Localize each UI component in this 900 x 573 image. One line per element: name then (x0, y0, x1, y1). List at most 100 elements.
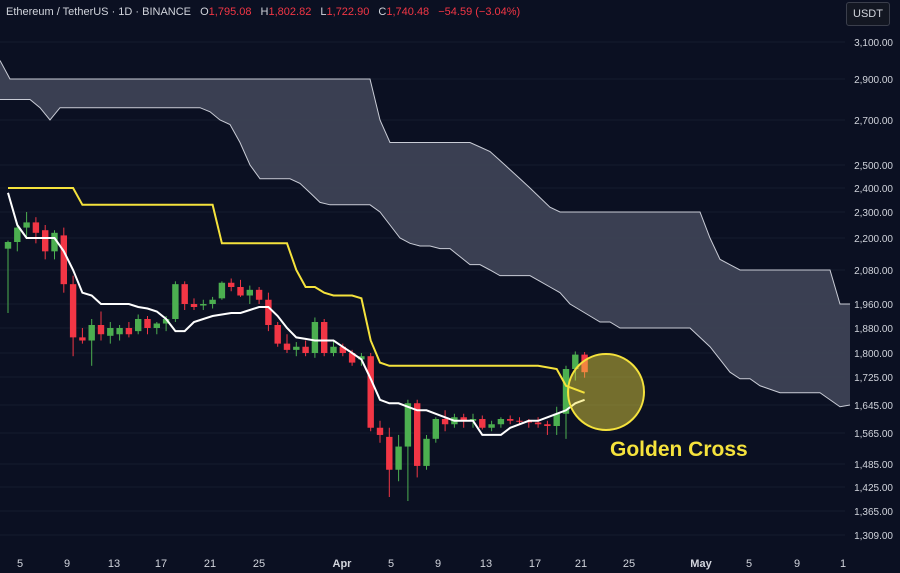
candle-body (255, 289, 263, 300)
candle-body (414, 403, 421, 466)
candle[interactable] (200, 299, 207, 310)
candle[interactable] (330, 340, 337, 357)
candle-body (488, 424, 495, 428)
candle[interactable] (246, 285, 253, 304)
candle-body (404, 403, 412, 447)
candle[interactable] (4, 240, 12, 313)
candle-body (432, 419, 439, 439)
candle[interactable] (51, 230, 58, 260)
candle[interactable] (190, 298, 198, 310)
candle[interactable] (69, 275, 77, 357)
y-tick-label: 2,900.00 (854, 75, 893, 86)
low-value: 1,722.90 (326, 6, 370, 18)
candle[interactable] (209, 296, 216, 309)
candle-body (525, 421, 532, 423)
candle[interactable] (255, 287, 263, 304)
close-label: C (378, 6, 387, 18)
candle[interactable] (79, 328, 86, 344)
candle-body (200, 304, 207, 306)
candle[interactable] (237, 279, 244, 297)
candle[interactable] (395, 434, 402, 482)
candle[interactable] (228, 278, 235, 292)
candle[interactable] (321, 319, 328, 357)
candle[interactable] (97, 311, 105, 341)
chart-grid (0, 41, 845, 536)
candle[interactable] (88, 319, 95, 366)
candle[interactable] (507, 415, 514, 425)
symbol-header: Ethereum / TetherUS · 1D · BINANCE O1,79… (6, 6, 520, 18)
candle[interactable] (414, 399, 421, 478)
candle-body (293, 346, 300, 350)
candle-body (321, 322, 328, 353)
candle[interactable] (23, 212, 30, 238)
candle[interactable] (116, 325, 123, 341)
candle[interactable] (283, 334, 291, 353)
ichimoku-lines (7, 187, 585, 436)
golden-cross-label: Golden Cross (610, 438, 748, 461)
candle[interactable] (218, 281, 226, 300)
candle[interactable] (172, 281, 179, 322)
x-tick-label: May (690, 558, 712, 570)
candle[interactable] (181, 281, 188, 310)
candle[interactable] (544, 420, 551, 435)
tenkan-sen-line (7, 192, 585, 436)
candle[interactable] (125, 322, 133, 338)
candle-body (125, 328, 133, 335)
candle-body (190, 304, 198, 307)
candle[interactable] (14, 222, 21, 252)
candle-body (97, 325, 105, 335)
ichimoku-cloud (0, 60, 851, 408)
candle[interactable] (153, 322, 160, 335)
candle-body (562, 369, 570, 414)
candle[interactable] (581, 352, 588, 378)
senkou-span-b (0, 99, 851, 408)
candle[interactable] (404, 399, 412, 501)
high-label: H (260, 6, 269, 18)
x-tick-label: 21 (575, 558, 587, 570)
candle[interactable] (265, 292, 272, 332)
currency-button[interactable]: USDT (846, 2, 890, 26)
candle[interactable] (562, 365, 570, 439)
candle[interactable] (516, 417, 523, 425)
y-tick-label: 2,200.00 (854, 234, 893, 245)
candle[interactable] (423, 434, 430, 470)
candle-body (553, 413, 560, 426)
candle-body (23, 222, 30, 228)
close-value: 1,740.48 (386, 6, 430, 18)
candle[interactable] (274, 322, 281, 347)
candle[interactable] (441, 410, 449, 432)
candle[interactable] (42, 225, 49, 260)
time-axis[interactable]: 5 9 13 17 21 25 Apr 5 9 13 17 21 25 May 5 9 1 (17, 558, 846, 570)
candle[interactable] (534, 417, 542, 428)
candle[interactable] (311, 317, 319, 358)
candle[interactable] (135, 314, 142, 335)
candle[interactable] (302, 340, 309, 357)
candle-body (79, 337, 86, 341)
candle-body (153, 323, 160, 328)
candle[interactable] (488, 420, 495, 432)
candle[interactable] (553, 406, 560, 435)
candle[interactable] (572, 351, 579, 381)
candle[interactable] (386, 427, 393, 497)
candle-body (358, 356, 365, 360)
x-tick-label: 13 (480, 558, 492, 570)
candle[interactable] (144, 316, 151, 335)
candle[interactable] (432, 417, 439, 443)
candle-body (497, 419, 505, 425)
candle[interactable] (293, 342, 300, 357)
y-tick-label: 1,565.00 (854, 429, 893, 440)
candle[interactable] (497, 417, 505, 428)
candle[interactable] (32, 217, 40, 244)
candle[interactable] (376, 420, 384, 443)
candle-body (376, 427, 384, 435)
symbol-title[interactable]: Ethereum / TetherUS · 1D · BINANCE (6, 6, 192, 18)
candle[interactable] (367, 353, 374, 432)
candle[interactable] (479, 415, 486, 430)
y-tick-label: 1,425.00 (854, 483, 893, 494)
price-axis[interactable]: 3,100.00 2,900.00 2,700.00 2,500.00 2,400.00… (854, 38, 893, 542)
candle[interactable] (60, 227, 67, 293)
candle-body (181, 284, 188, 304)
candles[interactable] (4, 212, 588, 501)
candle[interactable] (107, 322, 114, 344)
